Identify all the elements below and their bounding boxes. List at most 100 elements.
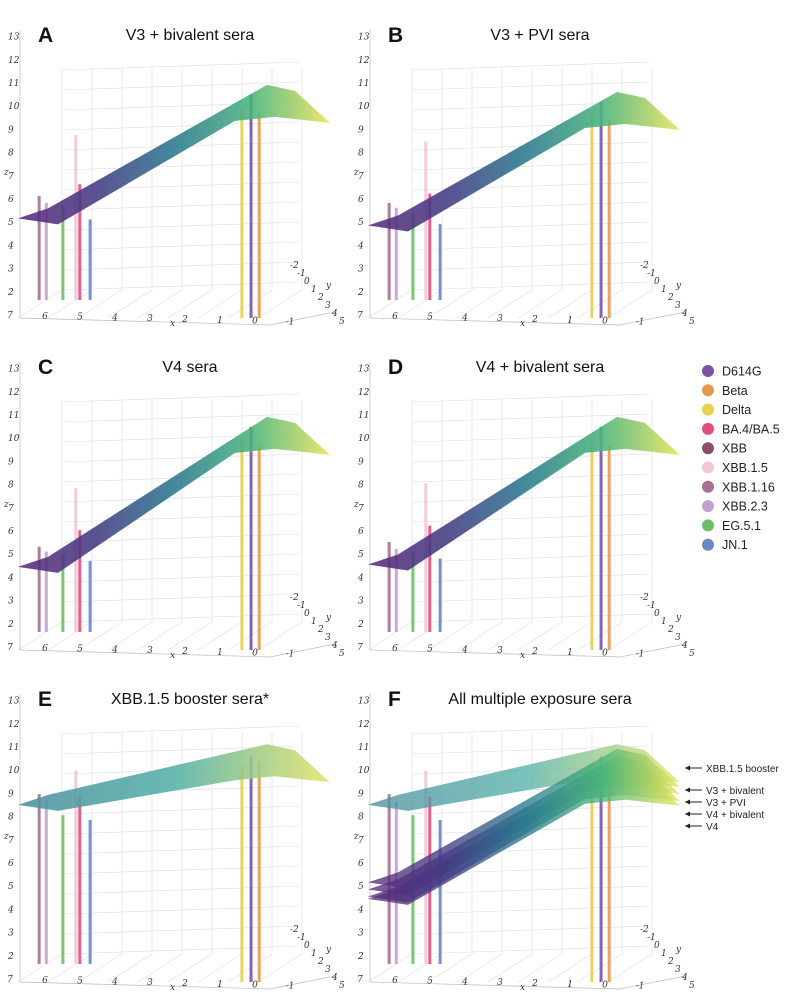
legend-swatch-xbb [702,442,714,455]
x-axis-label: x [170,319,175,329]
z-tick-label: 11 [358,411,369,421]
z-tick-label: 11 [358,743,369,753]
x-tick-label: 7 [7,643,13,653]
surfaces [368,416,680,571]
grid-line [487,953,533,983]
grid-line [107,953,153,983]
grid-line [77,953,123,983]
grid-line [397,621,443,651]
grid-line [61,805,301,815]
grid-line [411,261,651,271]
grid-line [411,905,651,915]
y-tick-label: 0 [654,609,660,619]
z-tick-label: 11 [358,79,369,89]
z-tick-label: 10 [358,102,370,112]
panel-label: B [388,24,403,47]
z-tick-label: 9 [8,789,14,799]
y-tick-label: 3 [325,301,331,311]
grid-line [517,621,563,651]
x-axis-label: x [520,983,525,993]
y-tick-label: -1 [297,933,306,943]
grid-line [77,621,123,651]
z-tick-label: 3 [358,597,364,607]
x-tick-label: 7 [357,643,363,653]
y-tick-label: 1 [311,949,317,959]
z-tick-label: 3 [8,265,14,275]
z-tick-label: 3 [8,929,14,939]
x-tick-label: 1 [217,648,223,658]
surfaces [18,744,330,811]
grid-line [61,281,301,291]
grid-line [61,845,301,855]
surface-annotation-arrowhead [685,823,690,829]
x-tick-label: 2 [181,979,188,989]
grid-line [487,621,533,651]
grid-line [517,289,563,319]
y-tick-label: -2 [640,925,649,935]
grid-line [167,289,213,319]
z-tick-label: 12 [8,388,20,398]
z-tick-label: 5 [358,218,364,228]
grid-line [61,393,301,403]
z-tick-label: 7 [8,504,14,514]
grid-line [367,953,413,983]
grid-line [61,453,301,463]
grid-line [257,953,303,983]
x-axis-label: x [170,983,175,993]
grid-line [411,393,651,403]
x-tick-label: 5 [427,645,433,655]
x-tick-label: -1 [636,981,645,991]
grid-line [61,553,301,563]
x-tick-label: 7 [357,975,363,985]
y-tick-label: 3 [325,965,331,975]
x-tick-label: 4 [111,645,118,655]
y-tick-label: 4 [331,309,338,319]
x-tick-label: 0 [602,649,608,659]
grid-line [367,289,413,319]
y-tick-label: -2 [290,261,299,271]
x-axis-line [19,649,271,658]
x-tick-label: 5 [427,313,433,323]
surface-annotation-label: V3 + bivalent [706,786,764,797]
y-tick-label: 3 [675,965,681,975]
panel-title: V3 + PVI sera [490,27,589,44]
grid-line [257,289,303,319]
y-tick-label: -2 [640,261,649,271]
x-tick-label: 3 [147,646,153,656]
grid-line [411,725,651,735]
surface-annotation-arrowhead [685,799,690,805]
y-tick-label: 1 [661,617,667,627]
x-tick-label: 1 [567,316,573,326]
grid-line [17,621,63,651]
bars [37,94,261,318]
grid-line [411,593,651,603]
legend-label: XBB.2.3 [722,500,768,514]
grid-line [427,621,473,651]
x-tick-label: 5 [77,645,83,655]
grid-line [61,261,301,271]
grid-line [47,953,93,983]
x-tick-label: 6 [42,644,48,654]
x-tick-label: 4 [111,313,118,323]
grid-line [367,621,413,651]
z-tick-label: 13 [8,365,20,375]
grid-line [411,61,651,71]
x-tick-label: 6 [392,644,398,654]
grid-line [61,201,301,211]
grid-line [411,281,651,291]
x-tick-label: 3 [147,314,153,324]
x-tick-label: 6 [42,976,48,986]
surface-annotation-label: V4 [706,822,719,833]
y-tick-label: 5 [689,317,695,327]
y-axis-label: y [325,613,332,623]
x-tick-label: 2 [531,647,538,657]
y-axis-line [269,975,336,990]
surfaces [368,91,680,232]
z-tick-label: 7 [358,836,364,846]
grid-line [607,953,653,983]
legend-label: EG.5.1 [722,519,761,533]
x-tick-label: 7 [7,311,13,321]
legend-label: Beta [722,384,748,398]
grid-line [487,289,533,319]
y-tick-label: 1 [661,949,667,959]
